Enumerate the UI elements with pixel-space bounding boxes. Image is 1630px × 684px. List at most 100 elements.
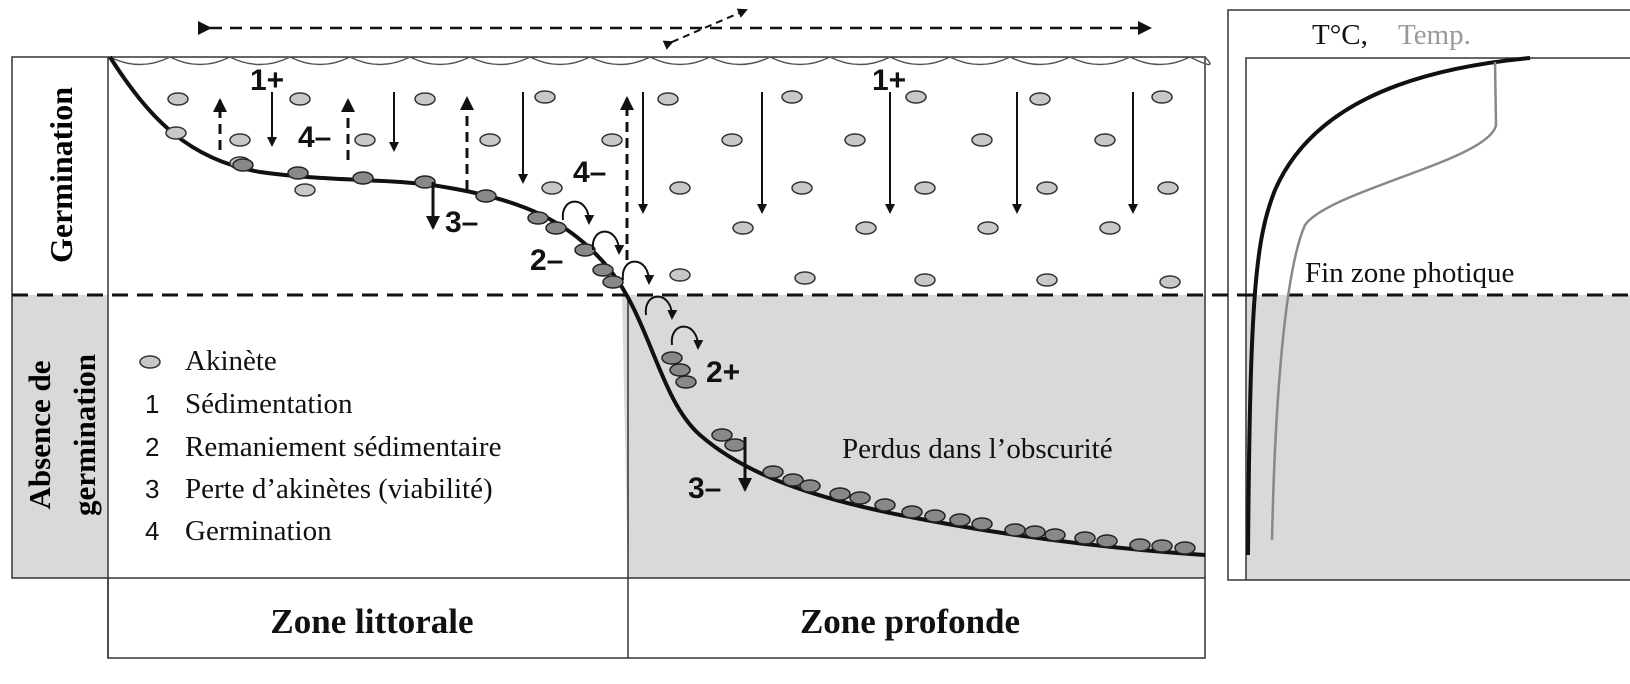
akinete: [541, 181, 563, 195]
akinete: [905, 90, 927, 104]
akinete: [1151, 539, 1173, 553]
akinete: [977, 221, 999, 235]
akinete: [1159, 275, 1181, 289]
resuspension-arrow: [591, 230, 625, 255]
akinete: [849, 491, 871, 505]
akinete: [791, 181, 813, 195]
akinete: [675, 375, 697, 389]
akinete: [414, 92, 436, 106]
akinete: [527, 211, 549, 225]
akinete: [475, 189, 497, 203]
akinete: [167, 92, 189, 106]
photic-label: Fin zone photique: [1305, 257, 1514, 289]
akinete: [352, 171, 374, 185]
akinete: [855, 221, 877, 235]
side-label: germination: [67, 354, 102, 516]
temperature-curve: [1246, 56, 1531, 556]
akinete: [971, 517, 993, 531]
legend-text: Sédimentation: [185, 388, 353, 420]
legend-text: Akinète: [185, 345, 277, 377]
akinete: [1074, 531, 1096, 545]
akinete: [574, 243, 596, 257]
akinete: [924, 509, 946, 523]
akinete: [844, 133, 866, 147]
akinete: [1094, 133, 1116, 147]
legend-key: 2: [145, 432, 159, 462]
akinete: [1029, 92, 1051, 106]
side-label: Absence de: [22, 361, 57, 510]
akinete: [914, 181, 936, 195]
akinete: [874, 498, 896, 512]
profile-title: Temp.: [1398, 19, 1471, 51]
sediment: [628, 300, 1205, 578]
zone-label: Zone profonde: [800, 602, 1020, 641]
legend-text: Remaniement sédimentaire: [185, 431, 501, 463]
resuspension-arrow: [621, 260, 655, 285]
legend-text: Perte d’akinètes (viabilité): [185, 473, 493, 505]
akinete: [1004, 523, 1026, 537]
zone-label: Zone littorale: [270, 602, 473, 641]
akinete: [1157, 181, 1179, 195]
akinete: [971, 133, 993, 147]
akinete: [901, 505, 923, 519]
akinete: [782, 473, 804, 487]
akinete: [414, 175, 436, 189]
side-label: Germination: [43, 87, 79, 263]
akinete: [1044, 528, 1066, 542]
mixing-arrow: [662, 8, 748, 50]
akinete: [1036, 273, 1058, 287]
akinete: [294, 183, 316, 197]
akinete: [949, 513, 971, 527]
akinete: [232, 158, 254, 172]
akinete: [139, 355, 161, 369]
resuspension-arrow: [644, 295, 678, 320]
akinete: [289, 92, 311, 106]
akinete: [354, 133, 376, 147]
akinete: [711, 428, 733, 442]
process-label: 3–: [445, 206, 478, 239]
akinete: [534, 90, 556, 104]
legend-key: 4: [145, 516, 159, 546]
akinete: [287, 166, 309, 180]
akinete: [1174, 541, 1196, 555]
process-label: 4–: [298, 121, 331, 154]
akinete: [165, 126, 187, 140]
akinete: [669, 363, 691, 377]
profile-dark: [1246, 295, 1630, 580]
akinete: [732, 221, 754, 235]
akinete: [1129, 538, 1151, 552]
resuspension-arrow: [670, 325, 704, 350]
akinete: [781, 90, 803, 104]
profile-title: T°C,: [1312, 19, 1368, 51]
process-label: 2+: [706, 356, 740, 389]
akinete: [601, 133, 623, 147]
akinete: [799, 479, 821, 493]
profile-axes: [1245, 57, 1630, 580]
akinete: [592, 263, 614, 277]
akinete: [602, 275, 624, 289]
akinete: [914, 273, 936, 287]
process-label: 1+: [250, 64, 284, 97]
no-germination-band: [12, 295, 108, 578]
process-label: 1+: [872, 64, 906, 97]
light-curve: [1270, 61, 1498, 541]
akinete: [1151, 90, 1173, 104]
akinete: [724, 438, 746, 452]
resuspension-arrow: [561, 200, 595, 225]
akinete: [669, 181, 691, 195]
akinete: [479, 133, 501, 147]
main-frame: [11, 56, 1206, 579]
zone-frame: [107, 578, 1206, 659]
akinete: [661, 351, 683, 365]
akinete: [229, 133, 251, 147]
legend-text: Germination: [185, 515, 332, 547]
akinete: [794, 271, 816, 285]
akinete: [762, 465, 784, 479]
akinete: [1096, 534, 1118, 548]
process-label: 4–: [573, 156, 606, 189]
legend-key: 3: [145, 474, 159, 504]
akinete: [1036, 181, 1058, 195]
akinete: [1024, 525, 1046, 539]
akinete: [1099, 221, 1121, 235]
